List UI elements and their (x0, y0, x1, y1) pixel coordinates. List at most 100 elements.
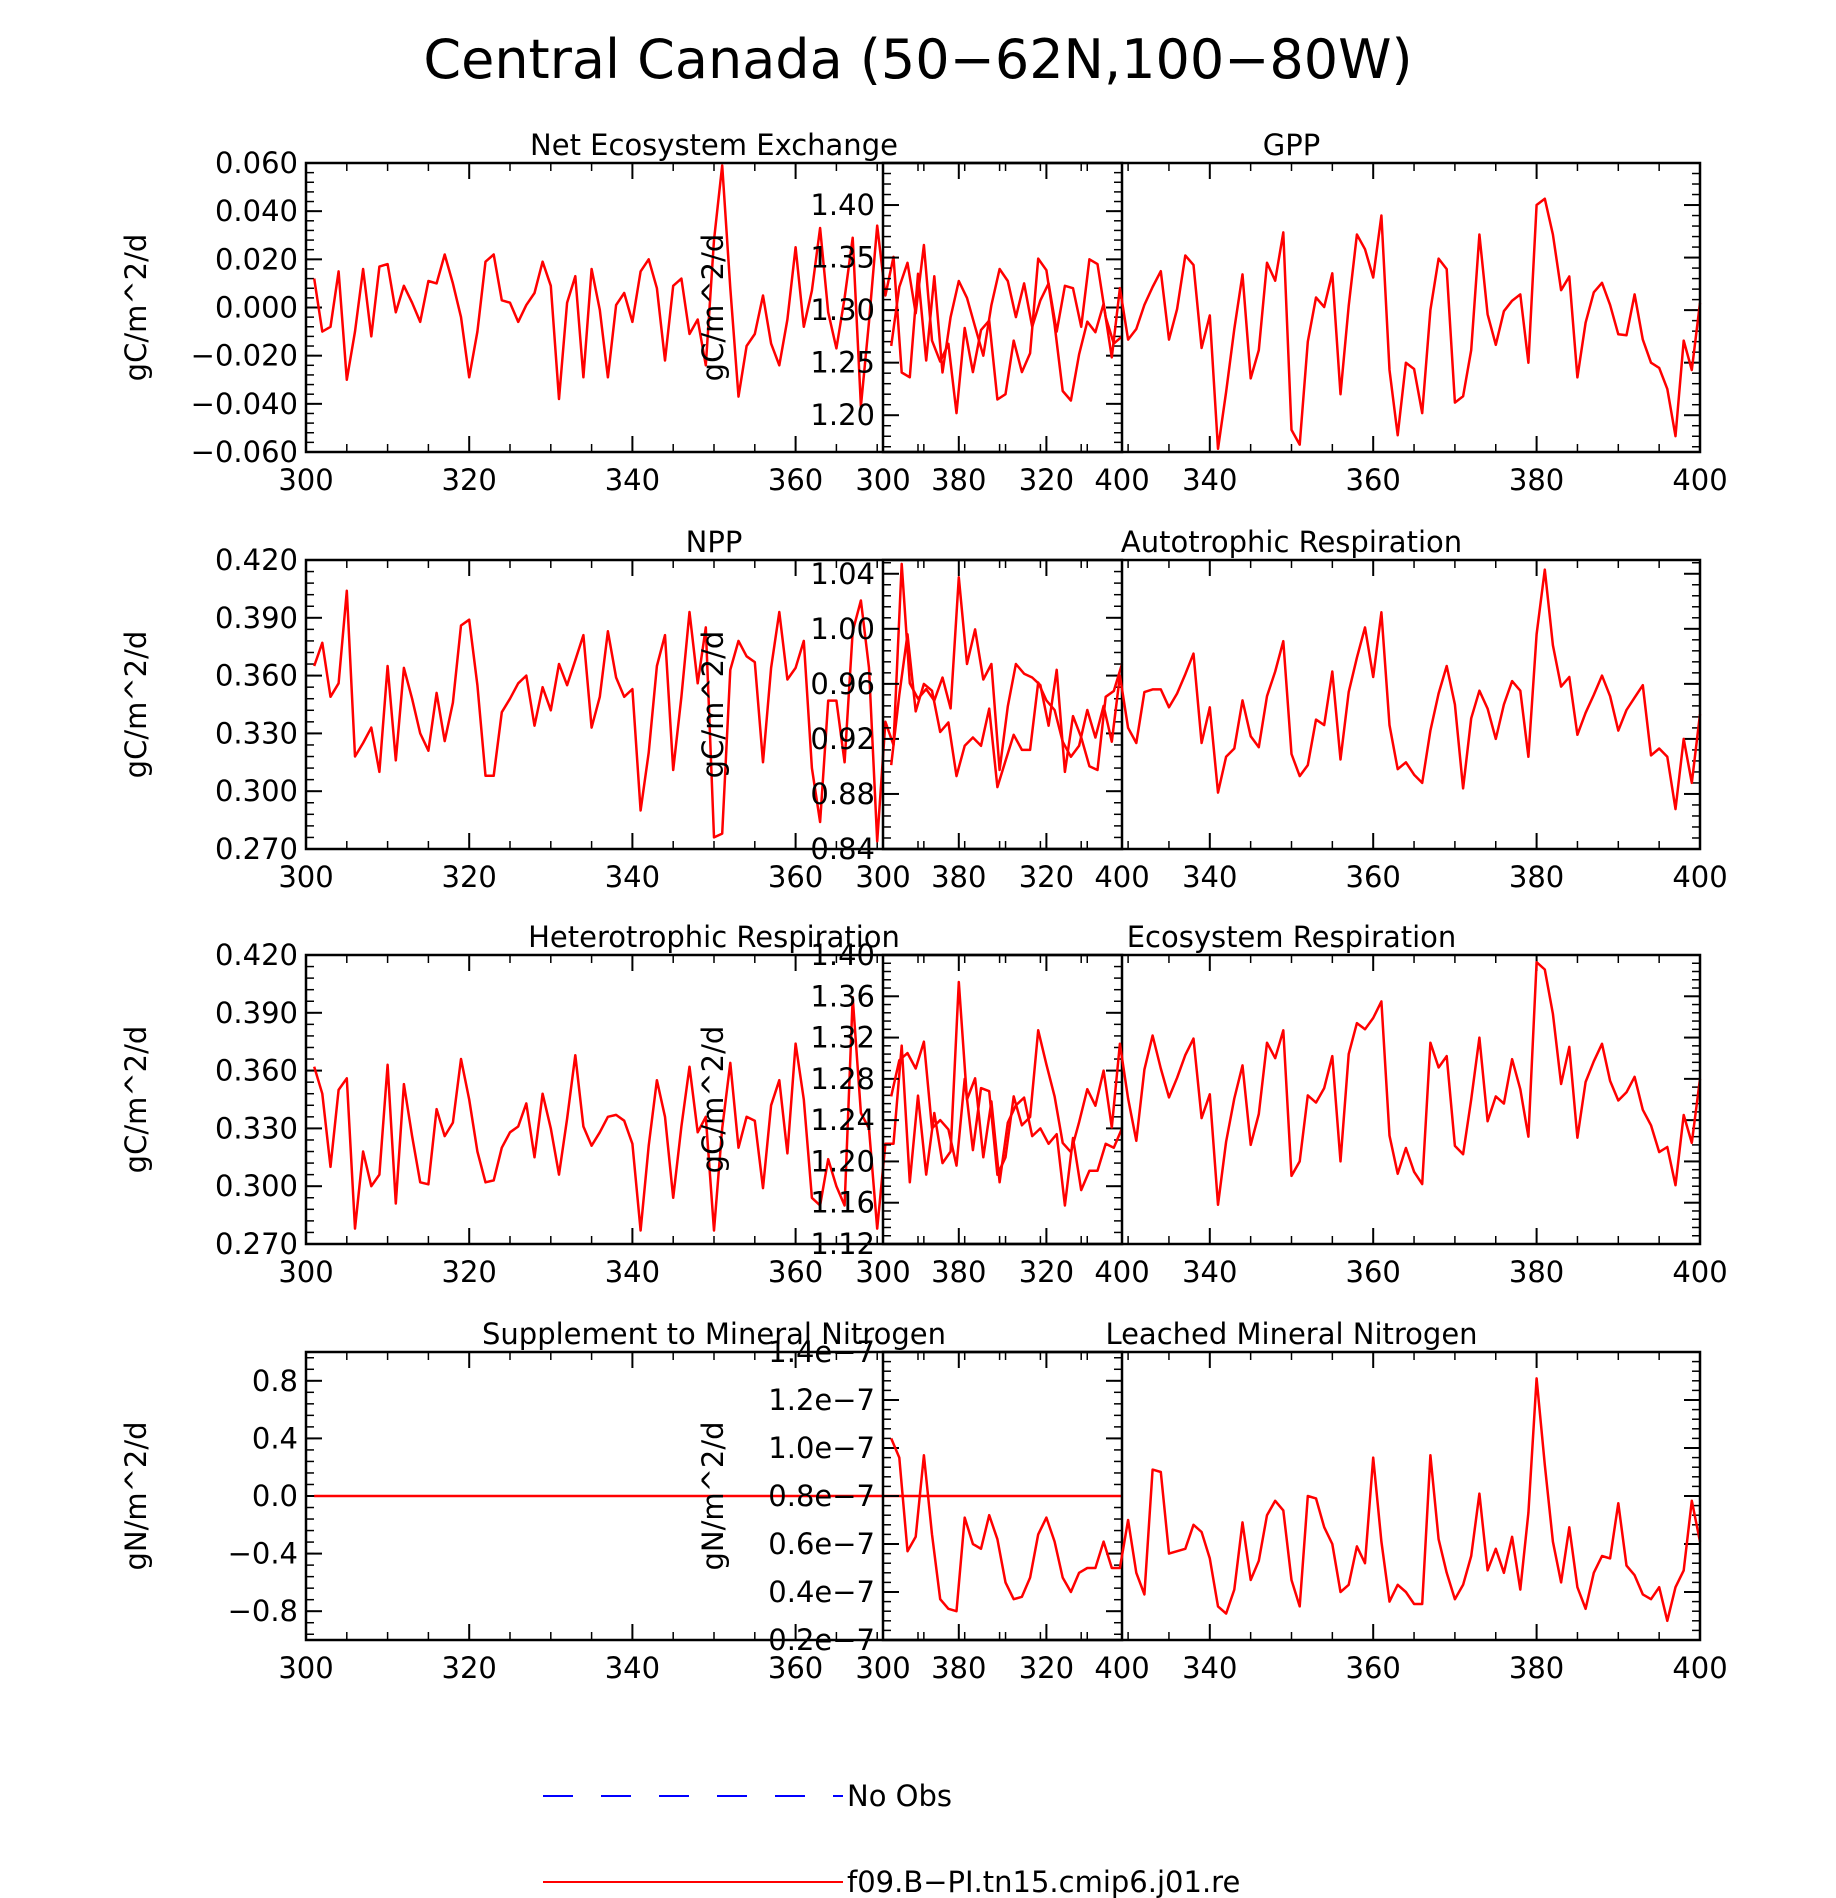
x-tick-label: 340 (1182, 463, 1237, 497)
plot-frame (304, 953, 1124, 1246)
x-tick-label: 340 (605, 860, 660, 894)
y-tick-label: 1.24 (810, 1103, 875, 1137)
y-tick-label: 0.040 (215, 194, 298, 228)
x-tick-label: 360 (1346, 1255, 1401, 1289)
y-tick-label: 0.0 (252, 1479, 298, 1513)
y-tick-label: 0.96 (810, 667, 875, 701)
panel-title: Net Ecosystem Exchange (530, 128, 898, 162)
plot-frame (881, 558, 1702, 851)
x-tick-label: 400 (1094, 860, 1149, 894)
y-tick-label: 0.020 (215, 242, 298, 276)
x-tick-label: 340 (1182, 1255, 1237, 1289)
y-tick-label: 1.20 (810, 1144, 875, 1178)
y-tick-label: 0.84 (810, 832, 875, 866)
y-tick-label: −0.4 (228, 1537, 298, 1571)
x-tick-label: 320 (442, 1255, 497, 1289)
x-tick-label: 380 (1509, 463, 1564, 497)
y-tick-label: 1.40 (810, 188, 875, 222)
y-tick-label: 0.8 (252, 1364, 298, 1398)
y-tick-label: −0.060 (191, 435, 298, 469)
panel-title: Ecosystem Respiration (1127, 920, 1457, 954)
x-tick-label: 320 (1019, 1651, 1074, 1685)
plot-frame (304, 1350, 1124, 1642)
y-tick-label: 0.390 (215, 601, 298, 635)
panel-autotrophic-respiration: Autotrophic Respiration gC/m^2/d 300 320 340… (696, 525, 1728, 894)
panel-leached-mineral-nitrogen: Leached Mineral Nitrogen gN/m^2/d 300 320 34… (696, 1317, 1728, 1685)
panel-supplement-to-mineral-nitrogen: Supplement to Mineral Nitrogen gN/m^2/d 30… (119, 1317, 1150, 1685)
x-tick-label: 360 (768, 1651, 823, 1685)
y-tick-label: 1.20 (810, 398, 875, 432)
panel-gpp: GPP gC/m^2/d 300 320 340 360 380 400 1.20 1.25 1.3… (696, 128, 1728, 497)
y-tick-label: 1.00 (810, 612, 875, 646)
legend-label-model: f09.B−PI.tn15.cmip6.j01.re (847, 1865, 1240, 1898)
y-tick-label: 0.330 (215, 1111, 298, 1145)
y-axis-label: gC/m^2/d (119, 234, 153, 382)
x-tick-label: 320 (442, 1651, 497, 1685)
y-tick-label: 1.28 (810, 1062, 875, 1096)
x-tick-label: 400 (1672, 463, 1727, 497)
plot-frame (304, 558, 1124, 851)
y-tick-label: 0.270 (215, 832, 298, 866)
x-tick-label: 360 (1346, 1651, 1401, 1685)
series-line-0 (313, 980, 1124, 1232)
y-tick-label: 1.40 (810, 938, 875, 972)
x-tick-label: 300 (855, 463, 910, 497)
y-axis-label: gN/m^2/d (696, 1421, 730, 1570)
y-tick-label: 0.88 (810, 777, 875, 811)
y-tick-label: 0.300 (215, 774, 298, 808)
x-tick-label: 360 (1346, 463, 1401, 497)
plot-frame (881, 161, 1702, 454)
x-tick-label: 340 (1182, 1651, 1237, 1685)
y-axis-label: gN/m^2/d (119, 1421, 153, 1570)
x-tick-label: 300 (855, 1651, 910, 1685)
x-tick-label: 360 (1346, 860, 1401, 894)
x-tick-label: 400 (1094, 463, 1149, 497)
y-tick-label: 0.360 (215, 1054, 298, 1088)
series-line-0 (313, 562, 1124, 843)
y-tick-label: 0.4 (252, 1421, 298, 1455)
x-tick-label: 400 (1672, 1255, 1727, 1289)
panel-title: Autotrophic Respiration (1121, 525, 1462, 559)
panel-title: Leached Mineral Nitrogen (1105, 1317, 1477, 1351)
y-tick-label: 1.30 (810, 293, 875, 327)
y-tick-label: −0.040 (191, 387, 298, 421)
x-tick-label: 300 (278, 1651, 333, 1685)
y-tick-label: 0.6e−7 (768, 1527, 875, 1561)
panel-npp: NPP gC/m^2/d 300 320 340 360 380 400 0.270 0.300 0… (119, 525, 1150, 894)
y-axis-label: gC/m^2/d (696, 1026, 730, 1174)
x-tick-label: 400 (1094, 1651, 1149, 1685)
x-tick-label: 360 (768, 1255, 823, 1289)
y-axis-label: gC/m^2/d (119, 631, 153, 779)
y-tick-label: 0.360 (215, 659, 298, 693)
panel-heterotrophic-respiration: Heterotrophic Respiration gC/m^2/d 300 320 3… (119, 920, 1150, 1289)
x-tick-label: 400 (1094, 1255, 1149, 1289)
x-tick-label: 320 (442, 860, 497, 894)
x-tick-label: 300 (278, 1255, 333, 1289)
panel-net-ecosystem-exchange: Net Ecosystem Exchange gC/m^2/d 300 320 340 3… (119, 128, 1150, 497)
y-axis-label: gC/m^2/d (696, 234, 730, 382)
x-tick-label: 360 (768, 463, 823, 497)
y-tick-label: 0.420 (215, 543, 298, 577)
x-tick-label: 300 (855, 1255, 910, 1289)
x-tick-label: 400 (1672, 860, 1727, 894)
y-axis-label: gC/m^2/d (119, 1026, 153, 1174)
y-tick-label: 0.92 (810, 722, 875, 756)
x-tick-label: 380 (1509, 860, 1564, 894)
y-tick-label: 0.390 (215, 996, 298, 1030)
x-tick-label: 380 (931, 1255, 986, 1289)
x-tick-label: 340 (1182, 860, 1237, 894)
x-tick-label: 340 (605, 463, 660, 497)
y-tick-label: 1.04 (810, 557, 875, 591)
series-line-0 (890, 1377, 1702, 1623)
x-tick-label: 380 (1509, 1255, 1564, 1289)
y-tick-label: 0.270 (215, 1227, 298, 1261)
plot-frame (881, 953, 1702, 1246)
x-tick-label: 380 (931, 860, 986, 894)
series-line-0 (312, 164, 1123, 408)
y-tick-label: 1.32 (810, 1021, 875, 1055)
panel-title: GPP (1263, 128, 1320, 162)
x-tick-label: 320 (442, 463, 497, 497)
y-tick-label: 0.2e−7 (768, 1623, 875, 1657)
y-tick-label: 0.330 (215, 716, 298, 750)
y-tick-label: −0.020 (191, 339, 298, 373)
